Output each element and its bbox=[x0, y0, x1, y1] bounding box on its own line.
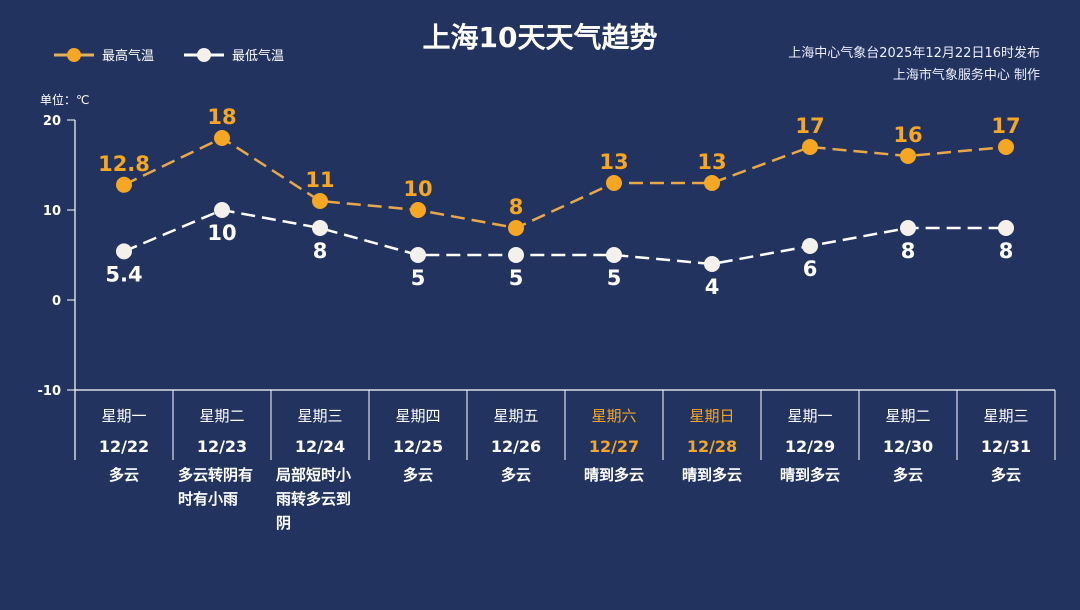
weather-label: 多云 bbox=[109, 466, 139, 484]
legend: 最高气温 最低气温 bbox=[54, 45, 306, 64]
data-point-min bbox=[508, 247, 524, 263]
data-point-min bbox=[116, 243, 132, 260]
chart-title: 上海10天天气趋势 bbox=[422, 21, 658, 54]
data-label-min: 8 bbox=[313, 239, 328, 263]
weather-label: 时有小雨 bbox=[178, 490, 238, 508]
data-point-min bbox=[998, 220, 1014, 236]
data-point-min bbox=[312, 220, 328, 236]
data-label-min: 6 bbox=[803, 257, 818, 281]
date-label: 12/25 bbox=[393, 437, 443, 456]
weekday-label: 星期三 bbox=[983, 407, 1028, 425]
weekday-label: 星期一 bbox=[101, 407, 146, 425]
weather-label: 阴 bbox=[276, 514, 291, 532]
data-point-max bbox=[508, 220, 524, 236]
weather-label: 多云 bbox=[893, 466, 923, 484]
data-point-max bbox=[606, 175, 622, 191]
date-label: 12/22 bbox=[99, 437, 149, 456]
data-point-min bbox=[900, 220, 916, 236]
weekday-label: 星期一 bbox=[787, 407, 832, 425]
data-point-max bbox=[998, 139, 1014, 155]
data-label-max: 18 bbox=[207, 105, 236, 129]
weather-label: 多云 bbox=[403, 466, 433, 484]
date-label: 12/31 bbox=[981, 437, 1031, 456]
data-label-max: 13 bbox=[599, 150, 628, 174]
date-label: 12/30 bbox=[883, 437, 933, 456]
weather-label: 雨转多云到 bbox=[276, 490, 351, 508]
date-label: 12/23 bbox=[197, 437, 247, 456]
weekday-label: 星期二 bbox=[199, 407, 244, 425]
legend-label-min: 最低气温 bbox=[232, 49, 285, 64]
data-label-max: 17 bbox=[795, 114, 824, 138]
weather-label: 晴到多云 bbox=[780, 466, 840, 484]
weekday-label: 星期六 bbox=[591, 407, 636, 425]
weather-label: 多云转阴有 bbox=[178, 466, 253, 484]
weekday-label: 星期二 bbox=[885, 407, 930, 425]
y-tick-label: 10 bbox=[43, 204, 61, 219]
data-point-min bbox=[410, 247, 426, 263]
data-label-min: 5.4 bbox=[105, 262, 142, 286]
date-label: 12/24 bbox=[295, 437, 345, 456]
data-label-max: 17 bbox=[991, 114, 1020, 138]
data-label-min: 8 bbox=[999, 239, 1014, 263]
weather-label: 晴到多云 bbox=[682, 466, 742, 484]
data-label-min: 8 bbox=[901, 239, 916, 263]
data-point-max bbox=[116, 176, 132, 193]
y-tick-label: 0 bbox=[52, 294, 61, 309]
data-point-min bbox=[802, 238, 818, 254]
weather-label: 局部短时小 bbox=[275, 466, 351, 484]
data-point-min bbox=[214, 202, 230, 218]
weekday-label: 星期日 bbox=[689, 407, 734, 425]
data-point-max bbox=[312, 193, 328, 209]
data-point-min bbox=[606, 247, 622, 263]
data-label-min: 4 bbox=[705, 275, 720, 299]
weather-label: 多云 bbox=[501, 466, 531, 484]
y-tick-label: 20 bbox=[43, 114, 61, 129]
unit-label: 单位：℃ bbox=[40, 92, 89, 107]
data-point-max bbox=[704, 175, 720, 191]
legend-marker-max-icon bbox=[54, 47, 94, 62]
series-line-min bbox=[123, 208, 1006, 266]
data-label-min: 10 bbox=[207, 221, 236, 245]
weather-label: 晴到多云 bbox=[584, 466, 644, 484]
legend-item-min: 最低气温 bbox=[184, 45, 284, 64]
date-label: 12/29 bbox=[785, 437, 835, 456]
weekday-label: 星期四 bbox=[395, 407, 440, 425]
data-point-max bbox=[410, 202, 426, 218]
data-point-max bbox=[900, 148, 916, 164]
data-point-max bbox=[802, 139, 818, 155]
data-label-max: 8 bbox=[509, 195, 524, 219]
data-label-max: 16 bbox=[893, 123, 922, 147]
data-point-max bbox=[214, 130, 230, 146]
weekday-label: 星期三 bbox=[297, 407, 342, 425]
producer-line: 上海市气象服务中心 制作 bbox=[892, 68, 1040, 83]
data-point-min bbox=[704, 256, 720, 272]
legend-label-max: 最高气温 bbox=[102, 49, 155, 64]
data-label-max: 11 bbox=[305, 168, 334, 192]
data-label-min: 5 bbox=[607, 266, 622, 290]
y-tick-label: -10 bbox=[38, 384, 62, 399]
legend-marker-min-icon bbox=[184, 47, 225, 62]
weather-label: 多云 bbox=[991, 466, 1021, 484]
data-label-max: 13 bbox=[697, 150, 726, 174]
weekday-label: 星期五 bbox=[493, 407, 538, 425]
legend-item-max: 最高气温 bbox=[54, 45, 154, 64]
date-label: 12/27 bbox=[589, 437, 639, 456]
series-line-max bbox=[123, 136, 1007, 230]
date-label: 12/26 bbox=[491, 437, 541, 456]
data-label-max: 12.8 bbox=[98, 152, 150, 176]
data-label-max: 10 bbox=[403, 177, 432, 201]
date-label: 12/28 bbox=[687, 437, 737, 456]
data-label-min: 5 bbox=[411, 266, 426, 290]
data-label-min: 5 bbox=[509, 266, 524, 290]
source-line: 上海中心气象台2025年12月22日16时发布 bbox=[788, 46, 1040, 61]
